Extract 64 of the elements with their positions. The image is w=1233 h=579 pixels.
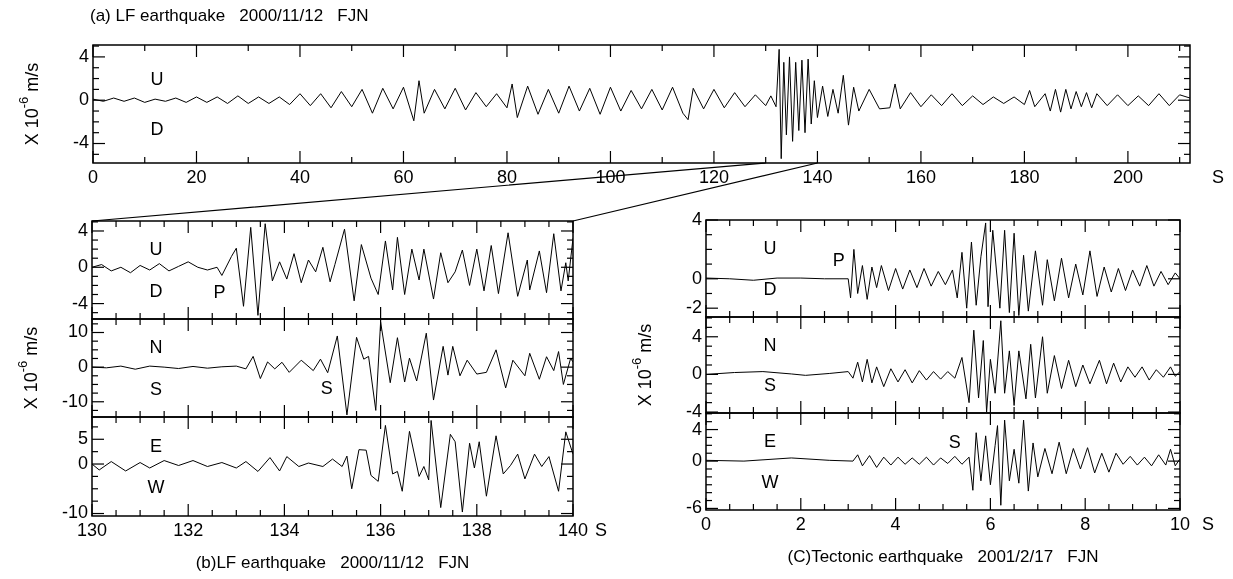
x-tick-label: 8 (1080, 513, 1091, 534)
chart-title: (a) LF earthquake 2000/11/12 FJN (90, 5, 369, 25)
annotation: P (832, 249, 845, 270)
y-tick-label: -4 (71, 292, 88, 313)
y-tick-label: 5 (77, 428, 88, 449)
text: (b)LF earthquake 2000/11/12 FJN (195, 552, 470, 572)
x-tick-label: 120 (698, 166, 729, 187)
x-axis-title: S (1212, 166, 1225, 187)
y-tick-label: 0 (691, 450, 702, 471)
y-tick-label: 0 (77, 256, 88, 277)
x-tick-label: 60 (393, 166, 414, 187)
x-tick-label: 20 (186, 166, 207, 187)
y-tick-label: 0 (77, 452, 88, 473)
y-tick-label: 0 (78, 89, 89, 110)
y-tick-label: 0 (77, 356, 88, 377)
annotation: W (761, 471, 779, 492)
x-tick-label: 138 (461, 519, 492, 540)
annotation: U (763, 238, 777, 259)
x-tick-label: 40 (289, 166, 310, 187)
annotation: D (763, 278, 777, 299)
annotation: E (764, 431, 777, 452)
annotation: S (948, 432, 961, 453)
y-tick-label: -2 (685, 297, 702, 318)
x-tick-label: 6 (985, 513, 996, 534)
x-tick-label: 180 (1009, 166, 1040, 187)
annotation: D (150, 118, 164, 139)
annotation: S (320, 377, 333, 398)
y-tick-label: 0 (691, 363, 702, 384)
x-tick-label: 134 (269, 519, 300, 540)
y-tick-label: -4 (72, 132, 89, 153)
annotation: U (149, 239, 163, 260)
y-axis-title: X 10-6 m/s (15, 326, 41, 410)
annotation: S (764, 375, 777, 396)
annotation: N (763, 334, 777, 355)
y-axis-title: X 10-6 m/s (629, 323, 655, 407)
x-tick-label: 4 (890, 513, 901, 534)
annotation: P (213, 281, 226, 302)
annotation: S (150, 378, 163, 399)
annotation: U (150, 69, 164, 90)
y-tick-label: 4 (691, 325, 702, 346)
x-tick-label: 10 (1169, 513, 1191, 534)
annotation: N (149, 337, 163, 358)
x-tick-label: 80 (496, 166, 517, 187)
y-tick-label: -6 (685, 497, 702, 518)
x-tick-label: 140 (802, 166, 833, 187)
y-tick-label: -10 (61, 390, 88, 411)
annotation: E (150, 435, 163, 456)
x-tick-label: 160 (905, 166, 936, 187)
y-tick-label: 0 (691, 267, 702, 288)
x-axis-title: S (595, 519, 608, 540)
annotation: D (149, 280, 163, 301)
x-tick-label: 136 (365, 519, 396, 540)
y-tick-label: 4 (691, 208, 702, 229)
text: (C)Tectonic earthquake 2001/2/17 FJN (787, 546, 1099, 566)
x-tick-label: 200 (1112, 166, 1143, 187)
x-tick-label: 2 (795, 513, 806, 534)
y-tick-label: 4 (77, 219, 88, 240)
y-axis-title: X 10-6 m/s (16, 62, 42, 146)
y-tick-label: 4 (78, 45, 89, 66)
x-tick-label: 140 (557, 519, 589, 540)
x-axis-title: S (1202, 513, 1215, 534)
y-tick-label: 10 (67, 321, 88, 342)
annotation: W (147, 477, 165, 498)
x-tick-label: 132 (173, 519, 204, 540)
